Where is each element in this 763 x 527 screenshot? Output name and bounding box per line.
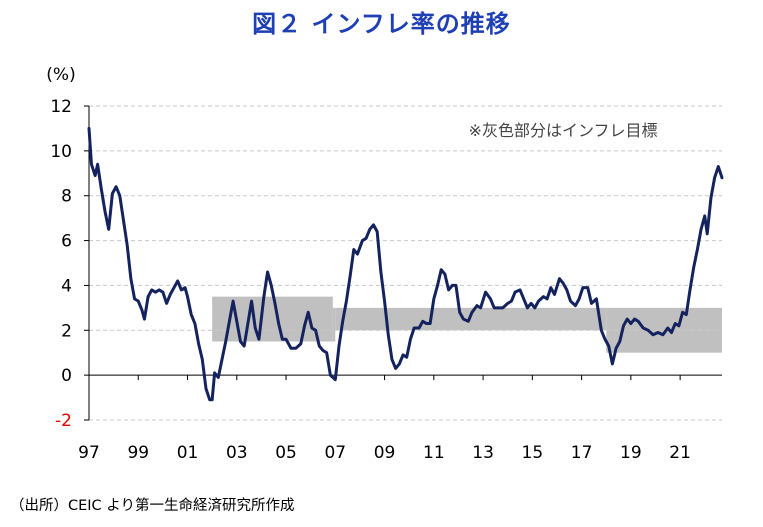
y-tick-label: 2	[61, 321, 72, 341]
target-note: ※灰色部分はインフレ目標	[469, 121, 658, 140]
x-tick-label: 11	[423, 443, 445, 463]
x-tick-label: 05	[275, 443, 297, 463]
y-tick-label: 6	[61, 232, 72, 252]
series-line-0	[87, 126, 724, 402]
y-tick-label: 4	[61, 276, 72, 296]
x-tick-label: 07	[324, 443, 346, 463]
target-band-1	[332, 307, 336, 342]
x-tick-label: 17	[571, 443, 593, 463]
x-tick-label: 03	[226, 443, 248, 463]
x-tick-label: 13	[472, 443, 494, 463]
source-note: （出所）CEIC より第一生命経済研究所作成	[10, 498, 295, 514]
y-tick-label: 8	[61, 187, 72, 207]
x-tick-label: 09	[374, 443, 396, 463]
x-tick-label: 21	[669, 443, 691, 463]
x-tick-label: 01	[177, 443, 199, 463]
y-axis-unit: (%)	[46, 65, 75, 85]
x-tick-label: 99	[127, 443, 149, 463]
y-tick-label: -2	[55, 411, 72, 431]
x-tick-label: 15	[522, 443, 544, 463]
y-tick-label: 10	[50, 142, 72, 162]
x-tick-label: 19	[620, 443, 642, 463]
y-tick-label: 0	[61, 366, 72, 386]
y-tick-label: 12	[50, 97, 72, 117]
chart-title: 図２ インフレ率の推移	[252, 10, 511, 38]
x-tick-label: 97	[78, 443, 100, 463]
